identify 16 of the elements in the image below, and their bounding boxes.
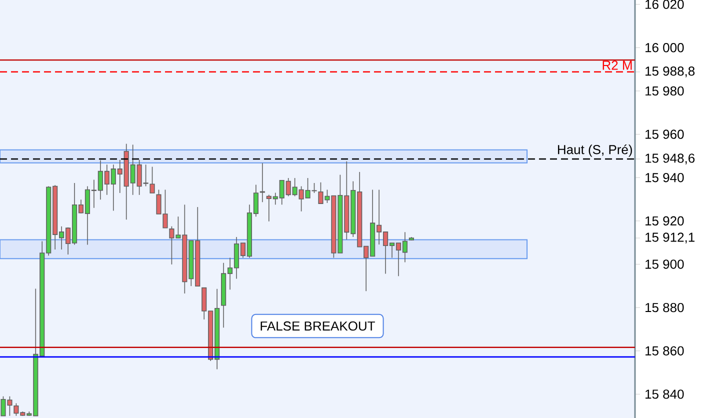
y-tick-label: 16 020 xyxy=(646,0,684,9)
y-tick-label: 15 960 xyxy=(646,130,684,139)
y-tick-label: 15 900 xyxy=(646,260,684,269)
y-tick-label: 15 840 xyxy=(646,390,684,399)
y-tick-label: 15 980 xyxy=(646,86,684,96)
ref-line-label: Haut (S, Pré) xyxy=(558,144,632,157)
y-tick-label: 16 000 xyxy=(646,43,684,52)
ref-line-label: R2 M xyxy=(602,60,632,70)
y-tick-label: 15 920 xyxy=(646,216,684,226)
y-tick-label: 15 940 xyxy=(646,172,684,182)
y-tick-label: 15 912,1 xyxy=(646,232,694,244)
y-tick-label: 15 988,8 xyxy=(646,66,695,78)
annotation: FALSE BREAKOUT xyxy=(260,321,375,331)
y-tick-label: 15 948,6 xyxy=(646,154,695,164)
y-tick-label: 15 880 xyxy=(646,302,684,312)
y-tick-label: 15 860 xyxy=(646,346,684,356)
